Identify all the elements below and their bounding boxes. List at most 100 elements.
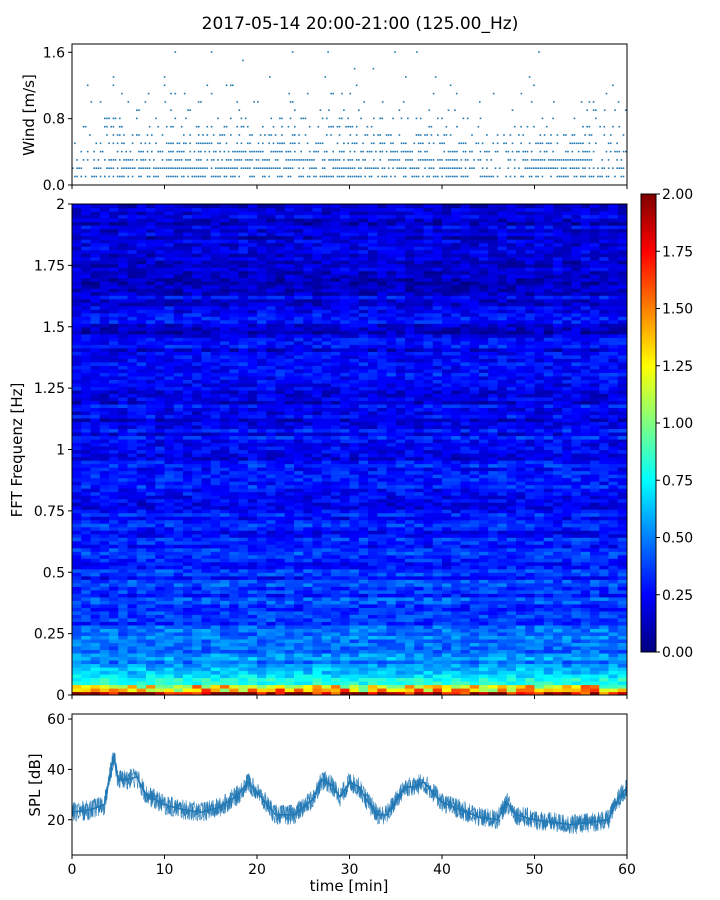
spectrogram-cell bbox=[146, 621, 156, 626]
spectrogram-cell bbox=[275, 561, 286, 566]
spectrogram-cell bbox=[460, 540, 471, 545]
spectrogram-cell bbox=[395, 614, 406, 619]
spectrogram-cell bbox=[340, 684, 351, 689]
spectrogram-cell bbox=[506, 603, 517, 608]
spectrogram-cell bbox=[127, 572, 138, 577]
wind-point bbox=[616, 142, 618, 145]
wind-point bbox=[437, 175, 439, 178]
wind-point bbox=[138, 134, 140, 136]
spectrogram-cell bbox=[340, 635, 351, 640]
spectrogram-cell bbox=[90, 537, 101, 542]
spectrogram-cell bbox=[516, 554, 526, 559]
spectrogram-cell bbox=[118, 519, 129, 524]
spectrogram-cell bbox=[414, 691, 425, 695]
spectrogram-cell bbox=[395, 649, 406, 654]
spectrogram-cell bbox=[275, 687, 286, 693]
spectrogram-cell bbox=[562, 603, 573, 608]
spectrogram-cell bbox=[72, 582, 82, 587]
spectrogram-cell bbox=[136, 509, 147, 514]
spectrogram-cell bbox=[386, 565, 397, 570]
spectrogram-cell bbox=[312, 477, 323, 482]
spectrogram-cell bbox=[173, 537, 184, 542]
spectrogram-cell bbox=[99, 516, 110, 521]
spectrogram-cell bbox=[136, 547, 147, 552]
spectrogram-cell bbox=[562, 579, 573, 584]
spectrogram-cell bbox=[617, 533, 627, 538]
spectrogram-cell bbox=[395, 484, 406, 489]
spectrogram-cell bbox=[220, 593, 230, 598]
spectrogram-cell bbox=[109, 684, 119, 689]
spectrogram-cell bbox=[257, 547, 267, 552]
spectrogram-cell bbox=[109, 645, 119, 651]
spectrogram-cell bbox=[109, 610, 119, 615]
spectrogram-cell bbox=[136, 561, 147, 566]
spectrogram-cell bbox=[127, 498, 138, 503]
spectrogram-cell bbox=[442, 561, 452, 566]
wind-point bbox=[221, 167, 223, 169]
spectrogram-cell bbox=[340, 554, 351, 559]
spectrogram-cell bbox=[534, 617, 545, 622]
spectrogram-cell bbox=[395, 579, 406, 584]
spectrogram-cell bbox=[543, 649, 554, 654]
wind-y-ticks: 0.00.81.6 bbox=[43, 45, 72, 194]
spectrogram-cell bbox=[118, 568, 129, 573]
spectrogram-cell bbox=[173, 596, 184, 601]
spectrogram-cell bbox=[303, 614, 314, 619]
spectrogram-cell bbox=[506, 656, 517, 661]
wind-point bbox=[355, 142, 358, 145]
spectrogram-cell bbox=[72, 498, 82, 503]
spectrogram-cell bbox=[155, 680, 166, 686]
spectrogram-cell bbox=[506, 638, 517, 643]
spectrogram-cell bbox=[229, 614, 240, 619]
spectrogram-cell bbox=[257, 523, 267, 528]
spectrogram-cell bbox=[192, 498, 203, 503]
wind-point bbox=[595, 142, 597, 145]
spectrogram-cell bbox=[414, 603, 425, 608]
spectrogram-cell bbox=[331, 579, 341, 584]
wind-point bbox=[240, 142, 243, 145]
spectrogram-cell bbox=[155, 519, 166, 524]
wind-point bbox=[341, 92, 343, 95]
spectrogram-cell bbox=[303, 488, 314, 493]
spectrogram-cell bbox=[284, 656, 295, 661]
spectrogram-cell bbox=[284, 614, 295, 619]
spectrogram-cell bbox=[192, 516, 203, 521]
wind-point bbox=[413, 175, 416, 178]
spectrogram-cell bbox=[414, 666, 425, 672]
spectrogram-cell bbox=[479, 505, 489, 510]
spectrogram-cell bbox=[553, 642, 563, 647]
wind-point bbox=[249, 142, 251, 145]
spectrogram-cell bbox=[229, 530, 240, 535]
spectrogram-cell bbox=[442, 533, 452, 538]
wind-point bbox=[330, 92, 332, 95]
spectrogram-cell bbox=[608, 589, 619, 594]
spectrogram-cell bbox=[118, 659, 129, 665]
spectrogram-cell bbox=[599, 495, 610, 500]
spectrogram-cell bbox=[590, 631, 600, 636]
spectrogram-cell bbox=[553, 624, 563, 629]
spectrogram-cell bbox=[525, 467, 536, 472]
spectrogram-cell bbox=[506, 677, 517, 682]
spectrogram-cell bbox=[414, 495, 425, 500]
spectrogram-cell bbox=[506, 477, 517, 482]
spectrogram-cell bbox=[460, 481, 471, 486]
spectrogram-cell bbox=[543, 537, 554, 542]
spectrogram-cell bbox=[525, 666, 536, 672]
spectrogram-cell bbox=[562, 673, 573, 679]
spectrogram-heatmap bbox=[72, 204, 627, 695]
wind-point bbox=[189, 134, 191, 136]
spectrogram-cell bbox=[90, 659, 101, 665]
spectrogram-cell bbox=[321, 666, 332, 672]
spectrogram-cell bbox=[331, 677, 341, 682]
spectrogram-cell bbox=[368, 680, 378, 686]
spectrogram-cell bbox=[155, 572, 166, 577]
spectrogram-cell bbox=[479, 491, 489, 496]
spectrogram-cell bbox=[303, 596, 314, 601]
spectrogram-cell bbox=[164, 477, 175, 482]
spectrogram-cell bbox=[405, 572, 415, 577]
wind-point bbox=[490, 159, 492, 161]
spectrogram-cell bbox=[349, 600, 360, 605]
spectrogram-cell bbox=[386, 596, 397, 601]
spectrogram-cell bbox=[442, 491, 452, 496]
spectrogram-cell bbox=[72, 565, 82, 570]
